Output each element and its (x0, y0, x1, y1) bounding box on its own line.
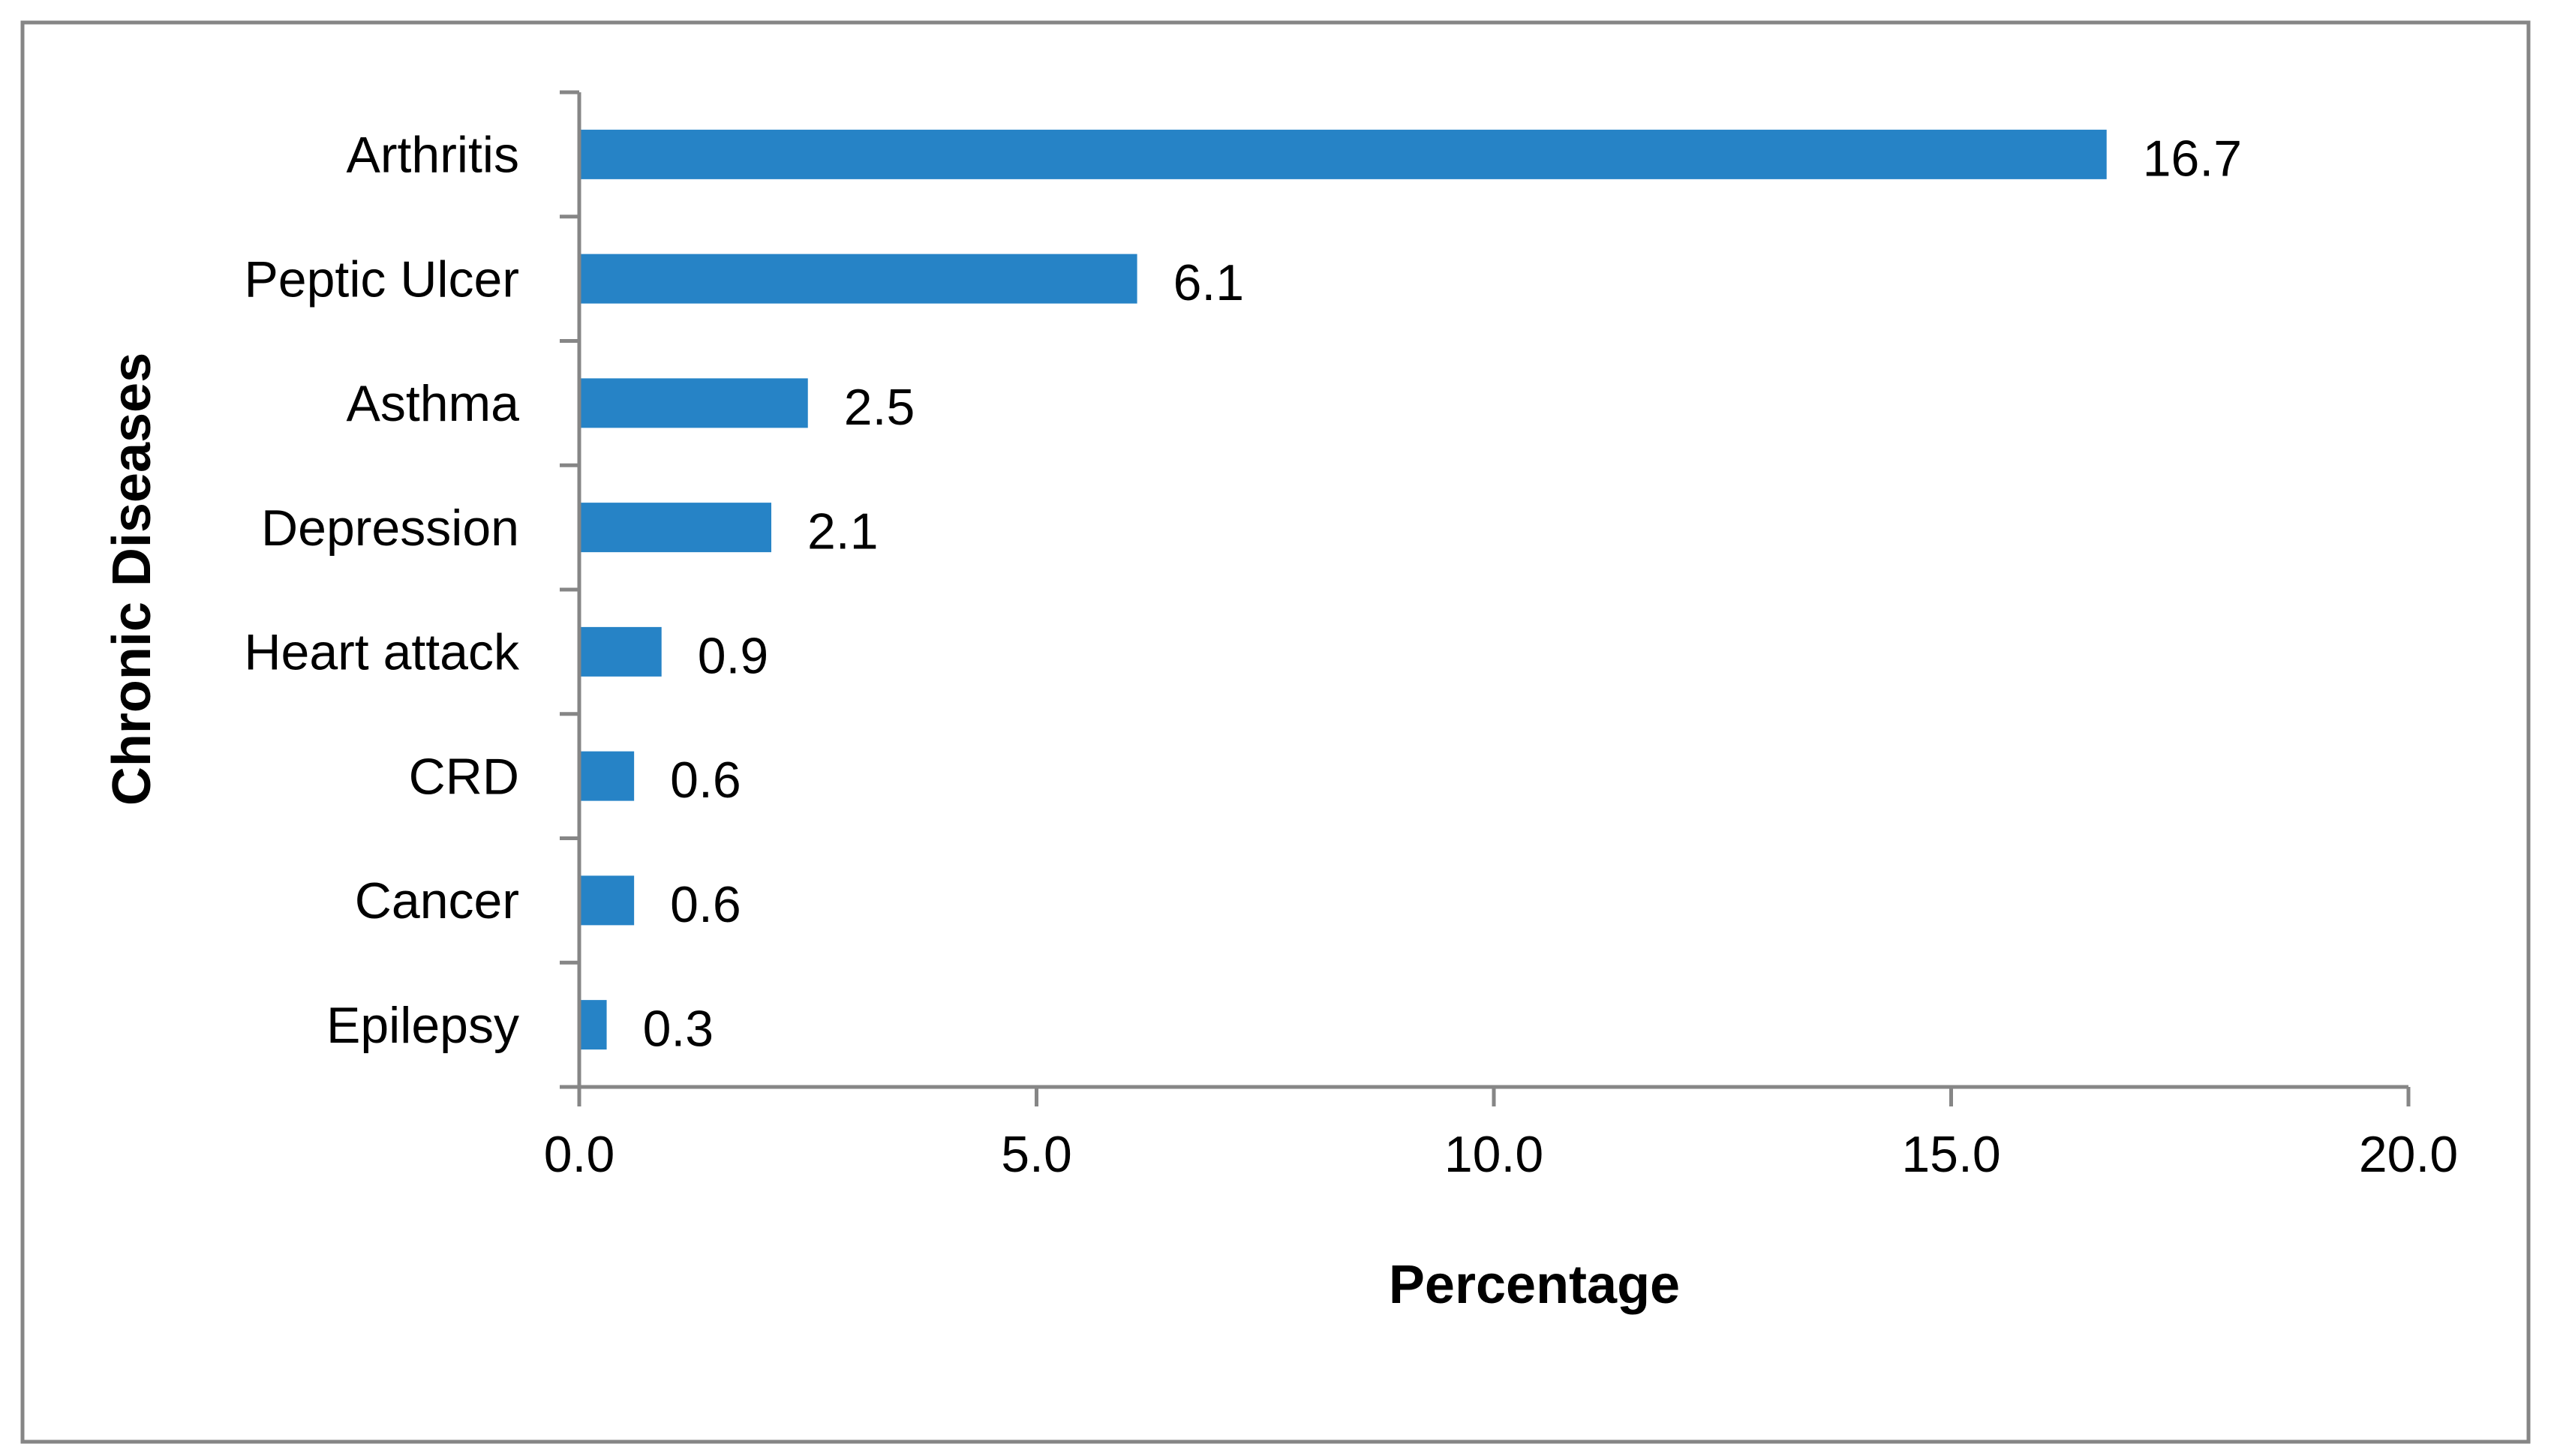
category-label-heart-attack: Heart attack (244, 624, 520, 681)
category-label-peptic-ulcer: Peptic Ulcer (244, 251, 519, 308)
bar-heart-attack (579, 626, 662, 677)
plot-area: Arthritis 16.7 Peptic Ulcer 6.1 Asthma 2.5 Dep… (244, 90, 2458, 1183)
x-axis-title: Percentage (1389, 1255, 1680, 1315)
bar-crd (579, 751, 635, 801)
category-label-crd: CRD (409, 748, 519, 805)
data-label-crd: 0.6 (670, 752, 741, 809)
category-label-epilepsy: Epilepsy (326, 997, 519, 1054)
x-tick-label: 5.0 (1001, 1126, 1072, 1183)
category-label-asthma: Asthma (346, 375, 519, 432)
x-tick-label: 15.0 (1901, 1126, 2000, 1183)
bar-epilepsy (579, 1000, 607, 1050)
data-label-epilepsy: 0.3 (643, 1001, 714, 1058)
data-label-heart-attack: 0.9 (698, 627, 769, 684)
data-label-arthritis: 16.7 (2143, 130, 2242, 187)
bar-peptic-ulcer (579, 254, 1137, 304)
data-label-asthma: 2.5 (844, 379, 915, 436)
category-label-cancer: Cancer (355, 872, 519, 929)
bar-asthma (579, 378, 808, 428)
x-tick-label: 20.0 (2359, 1126, 2458, 1183)
x-tick-label: 10.0 (1444, 1126, 1543, 1183)
bar-depression (579, 503, 771, 553)
chart-frame (20, 20, 2531, 1444)
data-label-cancer: 0.6 (670, 876, 741, 933)
y-axis-title: Chronic Diseases (102, 353, 162, 806)
x-tick-label: 0.0 (544, 1126, 615, 1183)
data-label-peptic-ulcer: 6.1 (1173, 254, 1245, 311)
category-label-depression: Depression (261, 500, 519, 557)
bar-cancer (579, 875, 635, 926)
category-label-arthritis: Arthritis (347, 127, 519, 184)
data-label-depression: 2.1 (807, 503, 879, 560)
bar-arthritis (579, 129, 2107, 179)
